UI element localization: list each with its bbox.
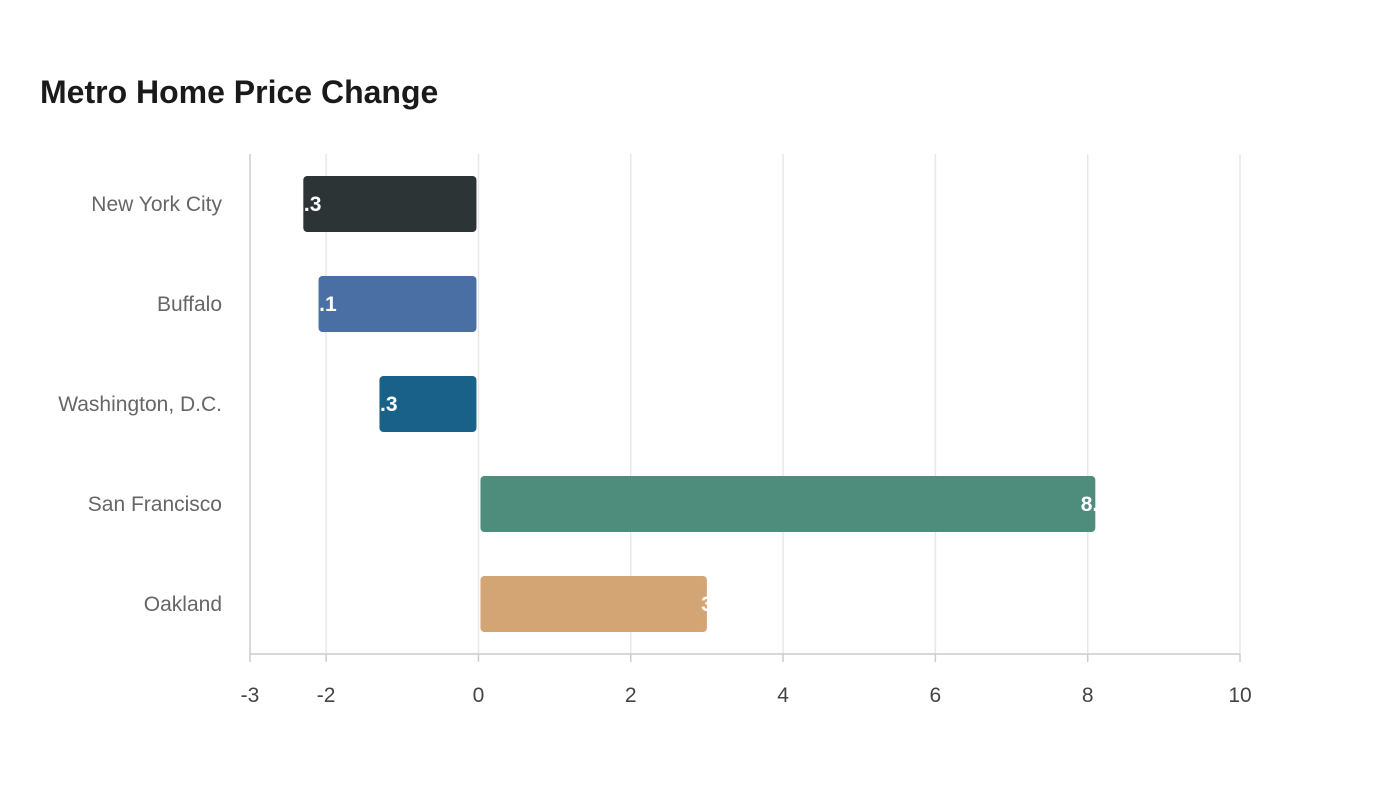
data-label: -2.3	[285, 193, 321, 216]
data-label: -1.3	[361, 393, 397, 416]
bar-san-francisco	[480, 476, 1096, 532]
x-tick-label: 0	[473, 684, 485, 707]
x-tick-label: 6	[930, 684, 942, 707]
data-label: 3	[701, 593, 713, 616]
x-tick-label: 4	[777, 684, 789, 707]
x-tick-label: -2	[317, 684, 336, 707]
grid-layer	[325, 154, 1241, 654]
category-label: San Francisco	[88, 493, 222, 516]
category-label: Washington, D.C.	[58, 393, 222, 416]
data-label: 8.1	[1081, 493, 1111, 516]
data-label: -2.1	[300, 293, 337, 316]
category-label: New York City	[91, 193, 222, 216]
bar-new-york-city	[303, 176, 477, 232]
x-tick-label: 2	[625, 684, 637, 707]
x-tick-label: -3	[241, 684, 260, 707]
x-tick-label: 8	[1082, 684, 1094, 707]
bar-washington-d-c	[379, 376, 477, 432]
bar-oakland	[480, 576, 707, 632]
category-label: Buffalo	[157, 293, 222, 316]
bar-buffalo	[318, 276, 477, 332]
x-tick-label: 10	[1228, 684, 1251, 707]
axis-layer: -3 -2 0 2 4 6 8 10	[241, 154, 1252, 707]
chart-title: Metro Home Price Change	[40, 74, 439, 110]
category-label: Oakland	[144, 593, 222, 616]
bar-layer	[303, 176, 1096, 632]
label-layer: New York City -2.3 Buffalo -2.1 Washington, …	[58, 193, 1110, 616]
